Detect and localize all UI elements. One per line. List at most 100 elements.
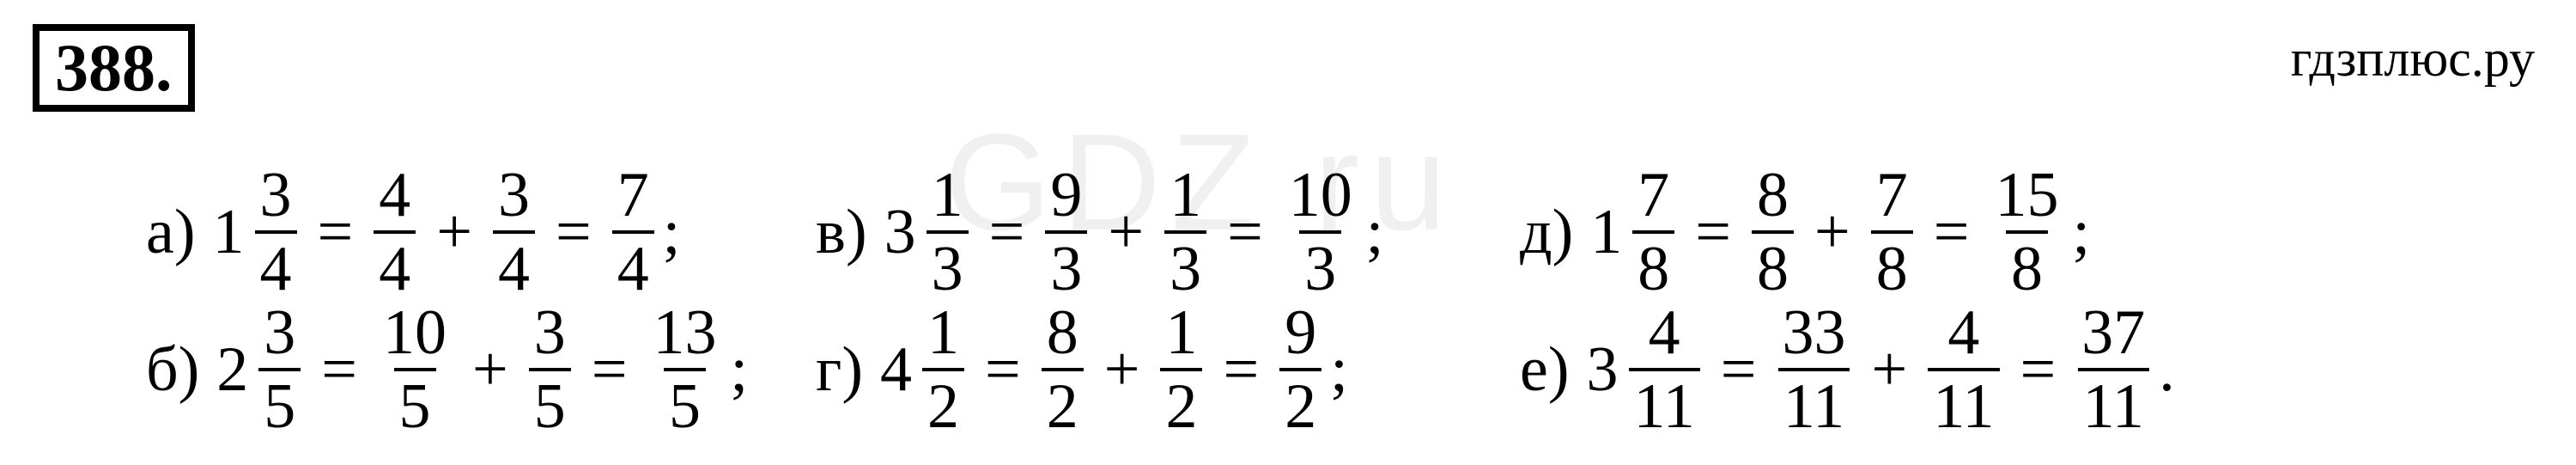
equation-e-term1-num: 33 — [1777, 301, 1851, 368]
equation-a-term2-den: 4 — [493, 230, 535, 301]
equation-d-result-den: 8 — [2006, 230, 2048, 301]
equation-a-term1-num: 4 — [374, 163, 416, 230]
equation-d-mixed: 1 7 8 — [1590, 163, 1680, 301]
equation-a-mixed-frac: 3 4 — [255, 163, 297, 301]
equation-g-term1-num: 8 — [1042, 301, 1084, 368]
equation-g-result-den: 2 — [1279, 368, 1321, 438]
equation-e-mixed-frac-den: 11 — [1629, 368, 1700, 438]
equation-b-result: 13 5 — [648, 301, 722, 438]
plus-sign: + — [472, 333, 508, 407]
equals-sign: = — [1934, 196, 1970, 269]
equation-e-end: . — [2159, 333, 2175, 407]
equation-a: а) 1 3 4 = 4 4 + 3 4 = 7 4 ; — [146, 163, 816, 301]
equation-g-label: г) — [816, 333, 863, 407]
equals-sign: = — [1223, 333, 1259, 407]
equals-sign: = — [318, 196, 354, 269]
equation-a-mixed: 1 3 4 — [213, 163, 302, 301]
equation-v-term1-num: 9 — [1045, 163, 1087, 230]
equation-d-mixed-frac: 7 8 — [1632, 163, 1674, 301]
equation-d-term1-den: 8 — [1752, 230, 1794, 301]
equation-e-term1-den: 11 — [1778, 368, 1850, 438]
plus-sign: + — [1108, 196, 1144, 269]
equation-e-term2-den: 11 — [1928, 368, 1999, 438]
equation-d-label: д) — [1520, 196, 1573, 269]
equation-b: б) 2 3 5 = 10 5 + 3 5 = 13 5 ; — [146, 301, 816, 438]
equation-v-end: ; — [1366, 196, 1384, 269]
equation-b-mixed: 2 3 5 — [216, 301, 306, 438]
equation-d-result: 15 8 — [1990, 163, 2064, 301]
equation-b-term2-den: 5 — [529, 368, 571, 438]
equation-v-result: 10 3 — [1284, 163, 1358, 301]
equation-b-term2: 3 5 — [529, 301, 571, 438]
equation-g-mixed-frac-den: 2 — [922, 368, 964, 438]
equation-b-term1-den: 5 — [394, 368, 436, 438]
equation-d-term2-num: 7 — [1871, 163, 1913, 230]
equation-a-label: а) — [146, 196, 196, 269]
equation-v-label: в) — [816, 196, 867, 269]
equation-d: д) 1 7 8 = 8 8 + 7 8 = 15 8 ; — [1520, 163, 2464, 301]
equation-g-mixed-frac-num: 1 — [922, 301, 964, 368]
problem-number: 388. — [33, 24, 195, 112]
equation-g-result-num: 9 — [1279, 301, 1321, 368]
equation-e: е) 3 4 11 = 33 11 + 4 11 = 37 11 . — [1520, 301, 2464, 438]
equation-v-term2: 1 3 — [1164, 163, 1206, 301]
equation-d-term2-den: 8 — [1871, 230, 1913, 301]
equation-v-mixed-frac: 1 3 — [927, 163, 969, 301]
equation-g-term2-den: 2 — [1160, 368, 1202, 438]
equation-d-mixed-int: 1 — [1590, 196, 1622, 269]
equation-b-label: б) — [146, 333, 199, 407]
equals-sign: = — [556, 196, 592, 269]
equation-b-term2-num: 3 — [529, 301, 571, 368]
equals-sign: = — [2020, 333, 2057, 407]
equation-v-mixed: 3 1 3 — [884, 163, 974, 301]
plus-sign: + — [1814, 196, 1850, 269]
equation-v-term2-den: 3 — [1164, 230, 1206, 301]
equation-e-mixed-frac-num: 4 — [1643, 301, 1686, 368]
equation-a-term1-den: 4 — [374, 230, 416, 301]
equation-g-term2: 1 2 — [1160, 301, 1202, 438]
equation-d-end: ; — [2073, 196, 2091, 269]
equation-a-term2: 3 4 — [493, 163, 535, 301]
equation-b-result-den: 5 — [664, 368, 706, 438]
equation-g-mixed: 4 1 2 — [880, 301, 969, 438]
equation-v: в) 3 1 3 = 9 3 + 1 3 = 10 3 ; — [816, 163, 1520, 301]
equation-e-term1: 33 11 — [1777, 301, 1851, 438]
equals-sign: = — [985, 333, 1021, 407]
equation-b-end: ; — [731, 333, 749, 407]
equation-v-result-num: 10 — [1284, 163, 1358, 230]
equation-b-mixed-frac: 3 5 — [258, 301, 301, 438]
equation-g-mixed-frac: 1 2 — [922, 301, 964, 438]
equation-v-mixed-frac-num: 1 — [927, 163, 969, 230]
equation-d-term1-num: 8 — [1752, 163, 1794, 230]
equation-a-result-den: 4 — [612, 230, 654, 301]
equation-g-result: 9 2 — [1279, 301, 1321, 438]
equals-sign: = — [321, 333, 357, 407]
equals-sign: = — [989, 196, 1025, 269]
equations-grid: а) 1 3 4 = 4 4 + 3 4 = 7 4 ; в) 3 1 3 = … — [146, 163, 2550, 438]
plus-sign: + — [436, 196, 472, 269]
equation-b-term1: 10 5 — [378, 301, 452, 438]
equation-g-end: ; — [1330, 333, 1348, 407]
equals-sign: = — [592, 333, 628, 407]
equation-e-term2-num: 4 — [1942, 301, 1984, 368]
equation-a-term1: 4 4 — [374, 163, 416, 301]
equation-b-mixed-frac-num: 3 — [258, 301, 301, 368]
equation-d-result-num: 15 — [1990, 163, 2064, 230]
equation-a-end: ; — [663, 196, 681, 269]
equation-d-mixed-frac-num: 7 — [1632, 163, 1674, 230]
equation-e-mixed: 3 4 11 — [1587, 301, 1705, 438]
equation-v-mixed-frac-den: 3 — [927, 230, 969, 301]
plus-sign: + — [1104, 333, 1140, 407]
equation-d-term2: 7 8 — [1871, 163, 1913, 301]
equals-sign: = — [1695, 196, 1731, 269]
equation-d-mixed-frac-den: 8 — [1632, 230, 1674, 301]
equation-g-term1-den: 2 — [1042, 368, 1084, 438]
equation-e-mixed-int: 3 — [1587, 333, 1619, 407]
equation-v-mixed-int: 3 — [884, 196, 916, 269]
equation-e-result-num: 37 — [2076, 301, 2150, 368]
equation-v-result-den: 3 — [1299, 230, 1341, 301]
equation-a-mixed-int: 1 — [213, 196, 245, 269]
equation-a-mixed-frac-num: 3 — [255, 163, 297, 230]
equation-e-result: 37 11 — [2076, 301, 2150, 438]
equation-a-term2-num: 3 — [493, 163, 535, 230]
